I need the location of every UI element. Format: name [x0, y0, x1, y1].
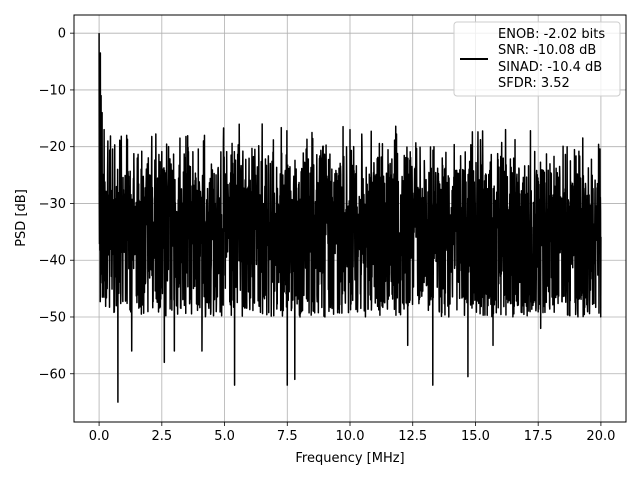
x-tick-label: 7.5: [277, 429, 298, 444]
y-tick-label: −50: [39, 310, 66, 325]
legend-line-sinad: SINAD: -10.4 dB: [498, 60, 602, 75]
x-axis-ticks: 0.0 2.5 5.0 7.5 10.0 12.5 15.0 17.5 20.0: [89, 422, 615, 444]
psd-series-line: [98, 33, 602, 403]
y-tick-label: −60: [39, 367, 66, 382]
x-tick-label: 10.0: [336, 429, 365, 444]
x-tick-label: 0.0: [89, 429, 110, 444]
x-tick-label: 5.0: [214, 429, 235, 444]
y-tick-label: 0: [58, 27, 66, 42]
y-tick-label: −10: [39, 83, 66, 98]
x-tick-label: 12.5: [398, 429, 427, 444]
x-tick-label: 15.0: [461, 429, 490, 444]
y-axis-ticks: 0 −10 −20 −30 −40 −50 −60: [39, 27, 74, 382]
y-tick-label: −30: [39, 197, 66, 212]
y-tick-label: −20: [39, 140, 66, 155]
legend-line-snr: SNR: -10.08 dB: [498, 43, 596, 58]
x-tick-label: 20.0: [586, 429, 615, 444]
legend-line-sfdr: SFDR: 3.52: [498, 76, 570, 91]
y-axis-label: PSD [dB]: [14, 189, 29, 247]
x-tick-label: 17.5: [524, 429, 553, 444]
series-layer: [98, 33, 602, 403]
legend-line-enob: ENOB: -2.02 bits: [498, 27, 605, 42]
y-tick-label: −40: [39, 254, 66, 269]
legend: ENOB: -2.02 bits SNR: -10.08 dB SINAD: -…: [453, 21, 621, 97]
x-axis-label: Frequency [MHz]: [295, 451, 404, 466]
legend-box: [453, 21, 621, 97]
x-tick-label: 2.5: [151, 429, 172, 444]
